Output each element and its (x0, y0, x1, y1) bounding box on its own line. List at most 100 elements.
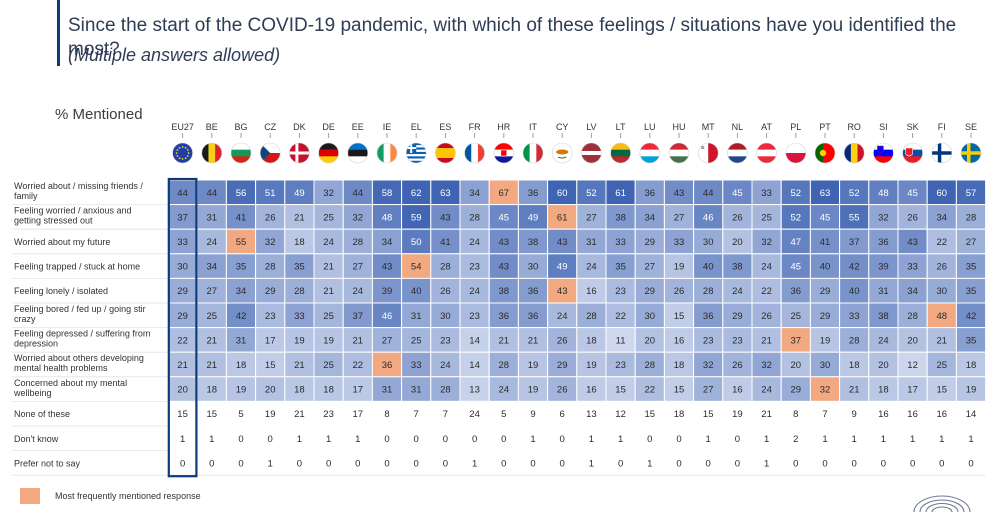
table-cell (955, 450, 987, 476)
flag-pt-icon (815, 143, 835, 163)
eu27-column-border (167, 177, 198, 478)
flag-outline (201, 142, 223, 164)
flag-outline (493, 142, 515, 164)
cell-value: 19 (732, 409, 743, 420)
cell-value: 29 (820, 311, 831, 322)
table-cell (459, 302, 490, 329)
table-cell (225, 376, 257, 402)
cell-value: 21 (323, 262, 334, 273)
cell-value: 1 (822, 434, 827, 445)
table-cell (225, 302, 257, 329)
cell-value: 23 (615, 286, 626, 297)
flag-outline (931, 142, 953, 164)
cell-value: 26 (732, 212, 743, 223)
cell-value: 0 (355, 458, 360, 469)
table-cell (576, 277, 607, 304)
column-header: DK (293, 122, 306, 132)
cell-value: 32 (323, 188, 334, 199)
cell-value: 33 (615, 237, 626, 248)
table-cell (517, 204, 549, 230)
table-cell (342, 327, 373, 353)
table-cell (284, 204, 315, 230)
cell-value: 26 (674, 286, 685, 297)
flag-el-icon (406, 143, 427, 163)
cell-value: 0 (939, 458, 944, 469)
cell-value: 49 (557, 262, 568, 273)
percent-mentioned-label: % Mentioned (55, 106, 143, 123)
table-cell (722, 204, 753, 230)
cell-value: 36 (528, 311, 539, 322)
table-cell (255, 302, 286, 329)
cell-value: 32 (265, 237, 276, 248)
table-cell (605, 425, 636, 452)
cell-value: 9 (530, 409, 535, 420)
table-cell (751, 327, 782, 353)
row-label: Worried about my future (14, 237, 110, 247)
cell-value: 55 (236, 237, 247, 248)
table-cell (605, 376, 636, 402)
cell-value: 15 (615, 385, 626, 396)
cell-value: 21 (294, 212, 305, 223)
cell-value: 15 (937, 385, 948, 396)
column-header: EU27 (171, 122, 194, 132)
table-cell (663, 228, 695, 255)
cell-value: 30 (528, 262, 539, 273)
table-cell (255, 327, 286, 353)
cell-value: 42 (236, 311, 247, 322)
table-cell (167, 228, 198, 255)
column-header: LU (644, 122, 656, 132)
table-cell (313, 302, 344, 329)
table-cell (809, 450, 841, 476)
cell-value: 34 (207, 262, 218, 273)
cell-value: 28 (907, 311, 918, 322)
table-cell (167, 351, 198, 378)
cell-value: 1 (618, 434, 623, 445)
cell-value: 24 (761, 262, 772, 273)
table-cell (605, 351, 636, 378)
table-cell (167, 425, 198, 452)
cell-value: 0 (968, 458, 973, 469)
cell-value: 19 (966, 385, 977, 396)
cell-value: 21 (353, 335, 364, 346)
cell-value: 25 (937, 360, 948, 371)
cell-value: 40 (411, 286, 422, 297)
cell-value: 29 (557, 360, 568, 371)
cell-value: 22 (645, 385, 656, 396)
cell-value: 17 (353, 409, 364, 420)
cell-value: 24 (323, 237, 334, 248)
column-header: PL (790, 122, 801, 132)
cell-value: 33 (294, 311, 305, 322)
table-cell (868, 327, 899, 353)
table-cell (547, 179, 578, 206)
flag-lv-icon (581, 143, 602, 163)
table-cell (576, 179, 607, 206)
cell-value: 19 (323, 335, 334, 346)
column-header: SI (879, 122, 888, 132)
cell-value: 29 (177, 286, 188, 297)
cell-value: 60 (557, 188, 568, 199)
column-header: LV (586, 122, 596, 132)
cell-value: 61 (557, 212, 568, 223)
cell-value: 44 (703, 188, 714, 199)
cell-value: 27 (207, 286, 218, 297)
table-cell (926, 400, 957, 427)
cell-value: 29 (645, 237, 656, 248)
cell-value: 28 (703, 286, 714, 297)
flag-outline (318, 142, 339, 164)
flag-outline (756, 142, 777, 164)
cell-value: 23 (703, 335, 714, 346)
cell-value: 7 (414, 409, 419, 420)
table-cell (313, 450, 344, 476)
table-cell (605, 302, 636, 329)
cell-value: 27 (703, 385, 714, 396)
cell-value: 37 (791, 335, 802, 346)
cell-value: 33 (411, 360, 422, 371)
cell-value: 1 (968, 434, 973, 445)
cell-value: 14 (469, 360, 480, 371)
cell-value: 0 (706, 458, 711, 469)
cell-value: 15 (674, 385, 685, 396)
cell-value: 43 (674, 188, 685, 199)
table-cell (196, 302, 227, 329)
cell-value: 25 (323, 212, 334, 223)
cell-value: 26 (265, 212, 276, 223)
